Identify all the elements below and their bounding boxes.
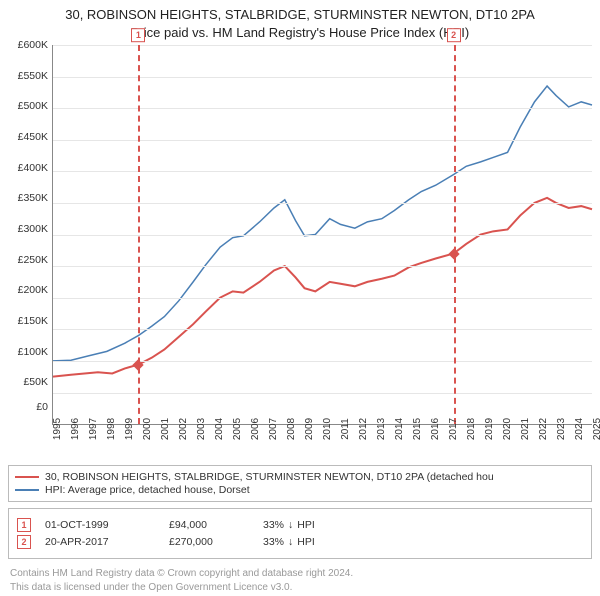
x-tick-label: 2010 xyxy=(322,418,333,440)
sale-num: 1 xyxy=(17,518,31,532)
sale-marker-2: 2 xyxy=(447,28,461,42)
arrow-down-icon: ↓ xyxy=(288,519,293,531)
sale-date: 20-APR-2017 xyxy=(45,536,155,548)
legend-item: HPI: Average price, detached house, Dors… xyxy=(15,484,585,496)
x-tick-label: 2020 xyxy=(502,418,513,440)
sale-delta-ref: HPI xyxy=(297,519,315,531)
x-tick-label: 2006 xyxy=(250,418,261,440)
x-tick-label: 2003 xyxy=(196,418,207,440)
sale-delta: 33% ↓ HPI xyxy=(263,536,315,548)
sale-row: 1 01-OCT-1999 £94,000 33% ↓ HPI xyxy=(17,518,583,532)
sale-date: 01-OCT-1999 xyxy=(45,519,155,531)
x-tick-label: 2015 xyxy=(412,418,423,440)
y-tick-label: £250K xyxy=(18,254,48,266)
x-tick-label: 2001 xyxy=(160,418,171,440)
x-tick-label: 2016 xyxy=(430,418,441,440)
x-tick-label: 1996 xyxy=(70,418,81,440)
y-tick-label: £300K xyxy=(18,223,48,235)
sale-delta-pct: 33% xyxy=(263,536,284,548)
x-tick-label: 2000 xyxy=(142,418,153,440)
x-tick-label: 2021 xyxy=(520,418,531,440)
x-tick-label: 2024 xyxy=(574,418,585,440)
sale-row: 2 20-APR-2017 £270,000 33% ↓ HPI xyxy=(17,535,583,549)
arrow-down-icon: ↓ xyxy=(288,536,293,548)
y-tick-label: £150K xyxy=(18,315,48,327)
y-tick-label: £350K xyxy=(18,192,48,204)
x-tick-label: 2007 xyxy=(268,418,279,440)
chart-grid: 12 xyxy=(52,45,592,425)
y-tick-label: £500K xyxy=(18,100,48,112)
x-tick-label: 2025 xyxy=(592,418,600,440)
y-tick-label: £100K xyxy=(18,346,48,358)
x-axis: 1995199619971998199920002001200220032004… xyxy=(52,425,592,459)
x-tick-label: 2019 xyxy=(484,418,495,440)
sale-price: £270,000 xyxy=(169,536,249,548)
y-tick-label: £550K xyxy=(18,70,48,82)
title-line-1: 30, ROBINSON HEIGHTS, STALBRIDGE, STURMI… xyxy=(8,6,592,24)
y-tick-label: £0 xyxy=(36,401,48,413)
x-tick-label: 1995 xyxy=(52,418,63,440)
sale-num: 2 xyxy=(17,535,31,549)
x-tick-label: 2023 xyxy=(556,418,567,440)
x-tick-label: 2002 xyxy=(178,418,189,440)
legend-swatch xyxy=(15,476,39,478)
title-line-2: Price paid vs. HM Land Registry's House … xyxy=(8,24,592,42)
x-tick-label: 2018 xyxy=(466,418,477,440)
y-tick-label: £400K xyxy=(18,162,48,174)
sale-delta: 33% ↓ HPI xyxy=(263,519,315,531)
sale-price: £94,000 xyxy=(169,519,249,531)
x-tick-label: 2013 xyxy=(376,418,387,440)
x-tick-label: 2008 xyxy=(286,418,297,440)
attribution: Contains HM Land Registry data © Crown c… xyxy=(8,565,592,596)
x-tick-label: 2011 xyxy=(340,418,351,440)
x-tick-label: 2022 xyxy=(538,418,549,440)
plot-area: £600K£550K£500K£450K£400K£350K£300K£250K… xyxy=(8,45,592,425)
legend-label: HPI: Average price, detached house, Dors… xyxy=(45,484,250,496)
x-tick-label: 2017 xyxy=(448,418,459,440)
sale-marker-1: 1 xyxy=(131,28,145,42)
x-tick-label: 1999 xyxy=(124,418,135,440)
x-tick-label: 2014 xyxy=(394,418,405,440)
chart-title: 30, ROBINSON HEIGHTS, STALBRIDGE, STURMI… xyxy=(8,6,592,41)
y-axis: £600K£550K£500K£450K£400K£350K£300K£250K… xyxy=(8,45,52,425)
chart-container: 30, ROBINSON HEIGHTS, STALBRIDGE, STURMI… xyxy=(0,0,600,459)
sales-table: 1 01-OCT-1999 £94,000 33% ↓ HPI 2 20-APR-2017 £2… xyxy=(8,508,592,559)
chart-legend: 30, ROBINSON HEIGHTS, STALBRIDGE, STURMI… xyxy=(8,465,592,502)
x-tick-label: 1998 xyxy=(106,418,117,440)
sale-delta-ref: HPI xyxy=(297,536,315,548)
y-tick-label: £200K xyxy=(18,284,48,296)
y-tick-label: £450K xyxy=(18,131,48,143)
x-tick-label: 1997 xyxy=(88,418,99,440)
x-tick-label: 2009 xyxy=(304,418,315,440)
attribution-line-2: This data is licensed under the Open Gov… xyxy=(10,581,590,595)
legend-item: 30, ROBINSON HEIGHTS, STALBRIDGE, STURMI… xyxy=(15,471,585,483)
legend-swatch xyxy=(15,489,39,491)
sale-delta-pct: 33% xyxy=(263,519,284,531)
x-tick-label: 2012 xyxy=(358,418,369,440)
y-tick-label: £600K xyxy=(18,39,48,51)
x-tick-label: 2004 xyxy=(214,418,225,440)
attribution-line-1: Contains HM Land Registry data © Crown c… xyxy=(10,567,590,581)
legend-label: 30, ROBINSON HEIGHTS, STALBRIDGE, STURMI… xyxy=(45,471,494,483)
y-tick-label: £50K xyxy=(23,376,48,388)
x-tick-label: 2005 xyxy=(232,418,243,440)
